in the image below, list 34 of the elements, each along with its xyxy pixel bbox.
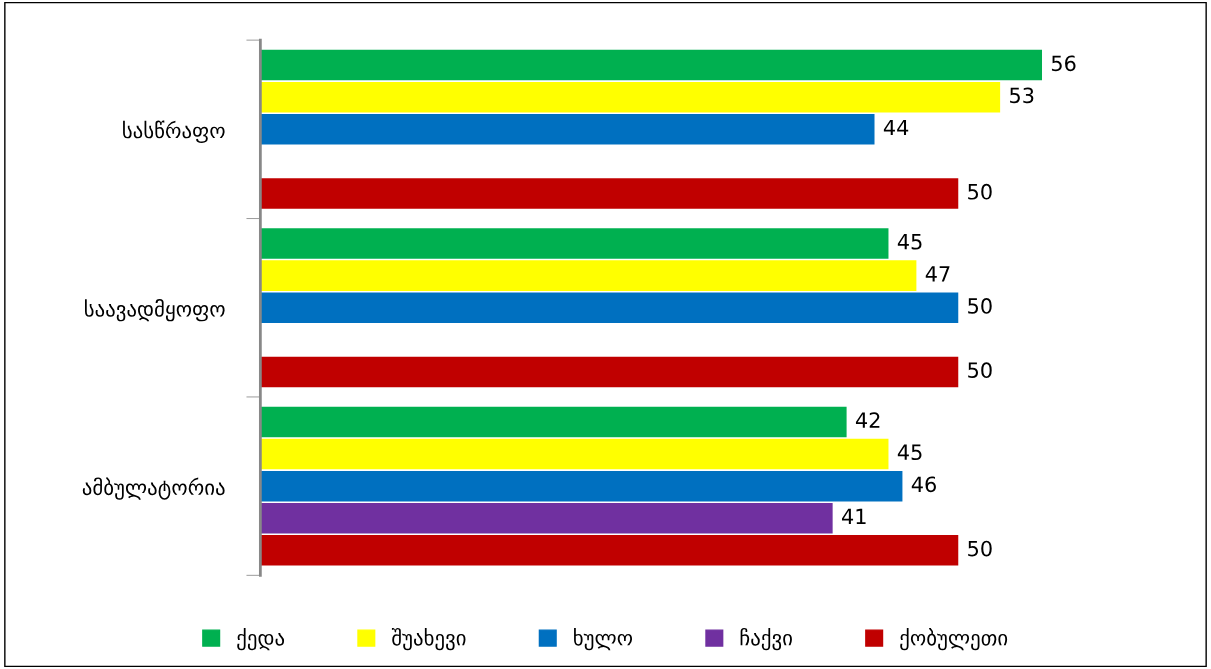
- data-label: 42: [855, 412, 880, 428]
- bar: [260, 292, 959, 323]
- bar: [260, 114, 875, 145]
- y-tick-label: საავადმყოფო: [85, 299, 225, 322]
- bar: [260, 228, 889, 259]
- legend-label: ხულო: [574, 628, 633, 651]
- data-label: 53: [1010, 87, 1034, 104]
- bar: [260, 49, 1043, 81]
- bar: [260, 406, 847, 438]
- bar: [260, 535, 959, 566]
- data-label: 44: [883, 119, 909, 136]
- data-label: 46: [911, 476, 936, 493]
- data-label: 50: [968, 183, 992, 200]
- data-label: 45: [897, 234, 922, 250]
- y-tick-label: ამბულატორია: [82, 477, 225, 500]
- data-label: 56: [1051, 55, 1076, 72]
- data-label: 50: [968, 540, 992, 557]
- bar: [260, 260, 917, 291]
- bar: [260, 356, 959, 388]
- data-label: 50: [968, 298, 992, 314]
- data-label: 50: [968, 362, 992, 379]
- y-tick-label: სასწრაფო: [123, 120, 225, 143]
- data-label: 45: [897, 444, 922, 461]
- legend-label: ქედა: [237, 628, 285, 651]
- bar: [260, 470, 903, 502]
- data-label: 47: [925, 266, 950, 282]
- legend-label: ჩაქვი: [740, 627, 792, 651]
- legend-label: ქობულეთი: [900, 627, 1008, 651]
- bar: [260, 438, 889, 470]
- bar: [260, 178, 959, 209]
- data-label: 41: [841, 508, 866, 524]
- bar: [260, 81, 1001, 113]
- legend-label: შუახევი: [391, 627, 466, 651]
- bar: [260, 503, 833, 534]
